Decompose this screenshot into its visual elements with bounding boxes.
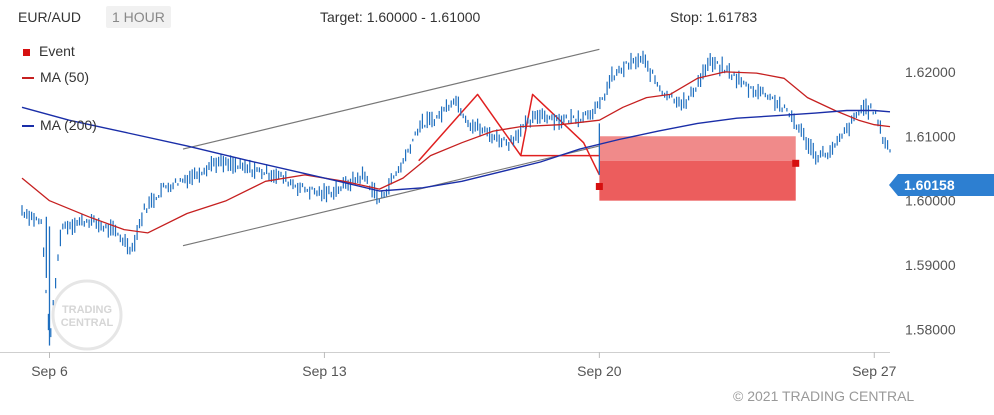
symbol-label: EUR/AUD — [18, 9, 82, 25]
legend-ma50: MA (50) — [22, 69, 89, 85]
price-tag-arrow — [889, 174, 898, 196]
x-tick-label: Sep 6 — [31, 363, 68, 379]
watermark-line1: TRADING — [62, 304, 112, 316]
timeframe-badge[interactable]: 1 HOUR — [106, 6, 171, 28]
target-label: Target: 1.60000 - 1.61000 — [320, 9, 481, 25]
copyright: © 2021 TRADING CENTRAL — [733, 388, 915, 404]
x-axis: Sep 6 Sep 13 Sep 20 Sep 27 — [0, 352, 897, 379]
price-channel — [182, 48, 600, 247]
trading-central-watermark: TRADING CENTRAL — [51, 279, 123, 351]
target-zone — [599, 136, 796, 201]
ma50-swatch — [22, 77, 34, 80]
event-marker — [595, 182, 603, 190]
y-tick-label: 1.61000 — [905, 128, 956, 144]
legend-ma200-label: MA (200) — [40, 117, 97, 133]
channel-upper-line — [182, 48, 600, 150]
legend-ma50-label: MA (50) — [40, 69, 90, 85]
target-zone-upper — [599, 136, 796, 161]
y-tick-label: 1.59000 — [905, 257, 956, 273]
legend-event-label: Event — [39, 43, 75, 59]
series-layer — [21, 50, 891, 346]
ma50-line — [21, 71, 891, 234]
target-zone-lower — [599, 160, 796, 201]
x-tick-label: Sep 27 — [852, 363, 897, 379]
price-bars — [21, 50, 891, 346]
channel-lower-line — [182, 145, 600, 247]
stop-label: Stop: 1.61783 — [670, 9, 758, 25]
legend-event: Event — [22, 43, 75, 59]
x-tick-label: Sep 20 — [577, 363, 622, 379]
y-tick-label: 1.58000 — [905, 321, 956, 337]
legend-ma200: MA (200) — [22, 117, 97, 133]
ma200-line — [21, 106, 891, 192]
watermark-line2: CENTRAL — [61, 317, 114, 329]
x-tick-label: Sep 13 — [302, 363, 347, 379]
y-tick-label: 1.60000 — [905, 193, 956, 209]
current-price-value: 1.60158 — [898, 174, 994, 196]
current-price-tag: 1.60158 — [889, 174, 994, 196]
event-markers — [595, 159, 800, 190]
y-tick-label: 1.62000 — [905, 64, 956, 80]
ma200-swatch — [22, 125, 34, 128]
event-marker — [792, 159, 800, 167]
event-swatch — [23, 48, 30, 56]
y-axis: 1.58000 1.59000 1.60000 1.61000 1.62000 — [905, 64, 956, 338]
